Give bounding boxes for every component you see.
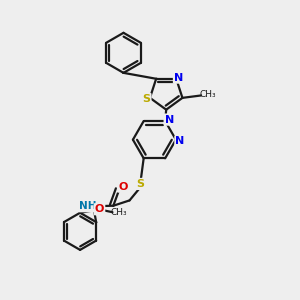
Text: NH: NH (79, 201, 97, 211)
Text: O: O (95, 204, 104, 214)
Text: S: S (142, 94, 150, 104)
Text: S: S (137, 179, 145, 189)
Text: O: O (118, 182, 128, 192)
Text: CH₃: CH₃ (111, 208, 127, 217)
Text: N: N (176, 136, 185, 146)
Text: CH₃: CH₃ (200, 90, 216, 99)
Text: N: N (165, 115, 174, 124)
Text: N: N (174, 73, 183, 82)
